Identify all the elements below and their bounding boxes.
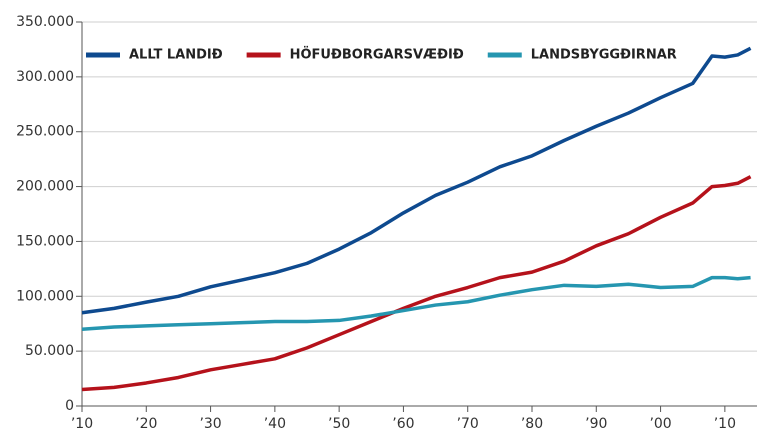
x-tick-label: ’60: [392, 416, 414, 432]
x-tick-label: ’70: [457, 416, 479, 432]
legend-label: LANDSBYGGÐIRNAR: [531, 48, 677, 63]
x-tick-label: ’90: [585, 416, 607, 432]
y-tick-label: 350.000: [16, 14, 74, 30]
y-tick-label: 250.000: [16, 124, 74, 140]
y-tick-label: 100.000: [16, 288, 74, 304]
y-tick-label: 50.000: [25, 343, 74, 359]
x-tick-label: ’20: [135, 416, 157, 432]
x-tick-label: ’00: [649, 416, 671, 432]
y-tick-label: 0: [65, 398, 74, 414]
series-line: [81, 175, 752, 392]
y-tick-label: 200.000: [16, 179, 74, 195]
legend-label: ALLT LANDIÐ: [129, 48, 223, 63]
legend-label: HÖFUÐBORGARSVÆÐIÐ: [290, 47, 464, 63]
x-tick-label: ’10: [714, 416, 736, 432]
x-tick-label: ’80: [521, 416, 543, 432]
y-tick-label: 150.000: [16, 233, 74, 249]
y-tick-label: 300.000: [16, 69, 74, 85]
x-tick-label: ’10: [71, 416, 93, 432]
x-tick-label: ’50: [328, 416, 350, 432]
series-line: [81, 275, 751, 331]
x-tick-label: ’30: [199, 416, 221, 432]
x-tick-label: ’40: [264, 416, 286, 432]
series-line: [81, 46, 752, 315]
